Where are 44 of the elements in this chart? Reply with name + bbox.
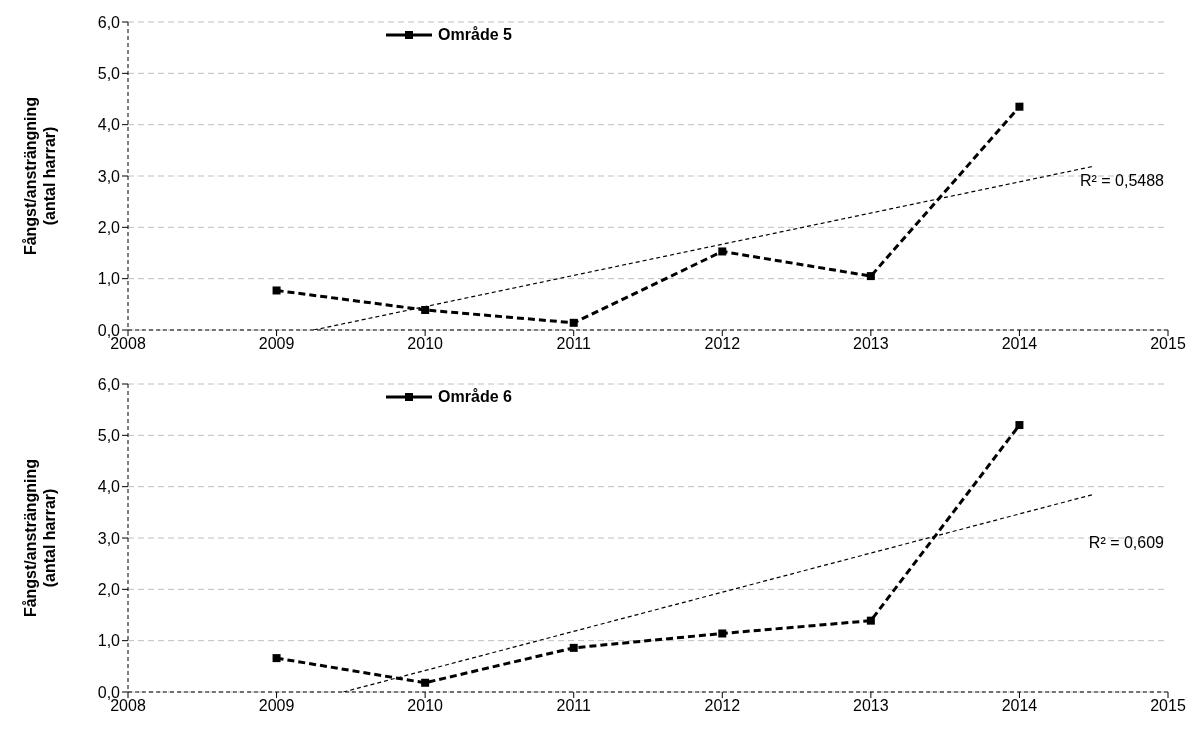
x-tick-label: 2015 [1150, 335, 1186, 353]
point [866, 616, 875, 625]
y-tick-label: 3,0 [97, 167, 121, 185]
point [421, 678, 430, 687]
point [569, 643, 578, 652]
x-tick-label: 2014 [1001, 335, 1038, 353]
y-tick-label: 6,0 [97, 375, 121, 393]
x-tick-label: 2015 [1150, 697, 1186, 715]
point [1015, 102, 1024, 111]
point [272, 654, 281, 663]
legend-label: Område 6 [438, 388, 512, 406]
y-tick-label: 1,0 [97, 270, 121, 288]
x-tick-label: 2009 [258, 697, 295, 715]
y-tick-label: 2,0 [97, 219, 121, 237]
annotation: R² = 0,609 [1088, 534, 1164, 552]
y-axis-title: Fångst/ansträngning (antal harrar) [22, 458, 58, 618]
x-tick-label: 2010 [407, 335, 444, 353]
point [718, 629, 727, 638]
point [421, 305, 430, 314]
y-axis-title: Fångst/ansträngning (antal harrar) [22, 96, 58, 256]
y-tick-label: 6,0 [97, 13, 121, 31]
y-tick-label: 2,0 [97, 581, 121, 599]
x-tick-label: 2010 [407, 697, 444, 715]
y-tick-label: 4,0 [97, 116, 121, 134]
point [272, 286, 281, 295]
x-tick-label: 2013 [853, 697, 889, 715]
x-tick-label: 2012 [704, 335, 741, 353]
x-tick-label: 2011 [556, 697, 592, 715]
x-tick-label: 2012 [704, 697, 741, 715]
x-tick-label: 2009 [258, 335, 295, 353]
x-tick-label: 2014 [1001, 697, 1038, 715]
point [866, 272, 875, 281]
x-tick-label: 2011 [556, 335, 592, 353]
point [569, 318, 578, 327]
point [718, 247, 727, 256]
y-tick-label: 4,0 [97, 478, 121, 496]
point [1015, 421, 1024, 430]
y-tick-label: 1,0 [97, 632, 121, 650]
y-tick-label: 3,0 [97, 529, 121, 547]
y-tick-label: 5,0 [97, 65, 121, 83]
y-tick-label: 5,0 [97, 427, 121, 445]
x-tick-label: 2013 [853, 335, 889, 353]
annotation: R² = 0,5488 [1079, 172, 1164, 190]
legend-label: Område 5 [438, 26, 512, 44]
